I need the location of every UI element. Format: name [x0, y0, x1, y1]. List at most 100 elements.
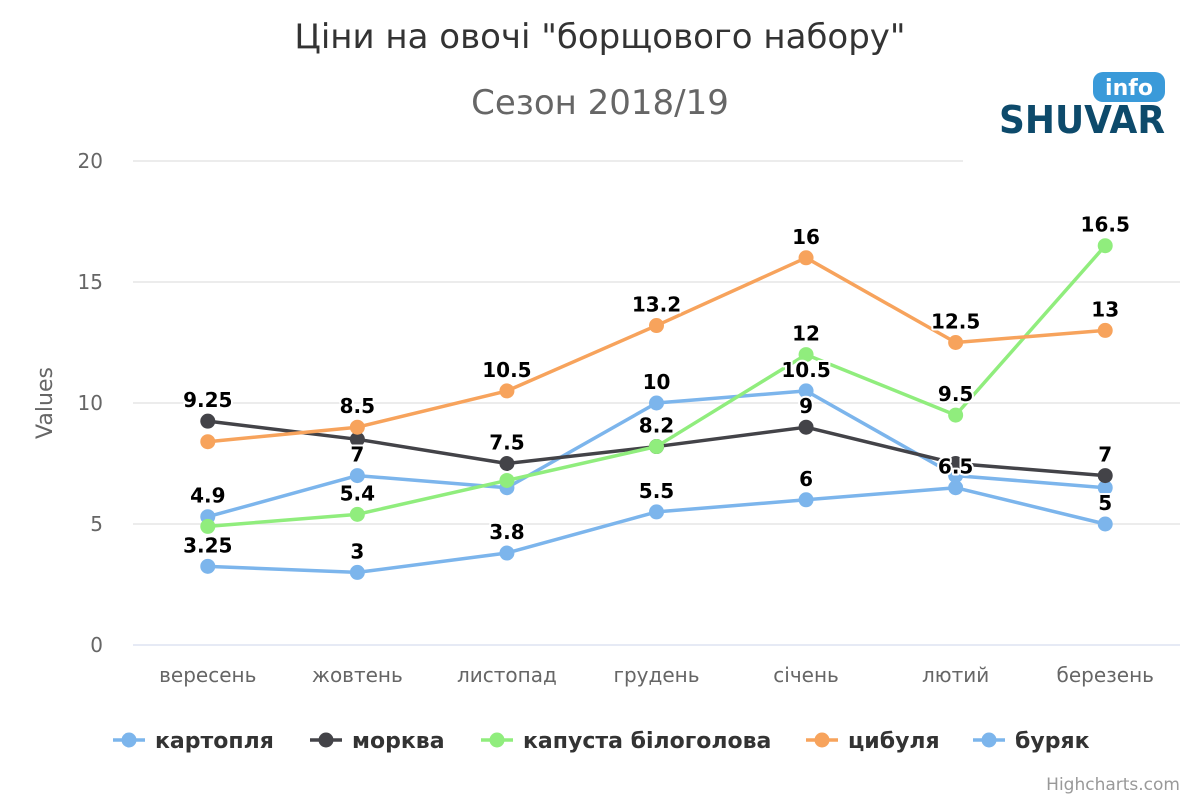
data-label: 12.5 [931, 310, 980, 334]
data-label: 10.5 [781, 358, 830, 382]
data-point[interactable] [499, 383, 515, 399]
legend-marker [318, 732, 334, 748]
data-point[interactable] [798, 347, 814, 363]
legend-item[interactable]: картопля [113, 729, 274, 754]
legend-label: буряк [1015, 729, 1090, 754]
data-label: 7 [350, 443, 364, 467]
data-label: 12 [792, 322, 820, 346]
legend-item[interactable]: капуста білоголова [481, 729, 771, 754]
data-label: 10 [643, 370, 671, 394]
y-tick-label: 15 [78, 270, 103, 294]
shuvar-logo[interactable]: info SHUVAR [999, 72, 1165, 142]
data-label: 9.25 [183, 388, 232, 412]
data-label: 8.2 [639, 414, 674, 438]
y-tick-label: 10 [78, 391, 103, 415]
data-point[interactable] [200, 518, 216, 534]
data-label: 5.4 [340, 481, 375, 505]
x-tick-label: грудень [613, 663, 699, 687]
data-labels: 4.9 7 10 10.5 9.25 7.5 8.2 9 7 5.4 12 9.5 16.5 8.5 10.… [181, 211, 1132, 566]
data-label: 9 [799, 394, 813, 418]
y-tick-label: 0 [90, 633, 103, 657]
data-point[interactable] [499, 545, 515, 561]
legend-item[interactable]: морква [310, 729, 445, 754]
data-label: 5 [1098, 491, 1112, 515]
data-label: 7 [1098, 443, 1112, 467]
x-tick-label: лютий [922, 663, 989, 687]
logo-badge-text: info [1105, 76, 1153, 101]
data-label: 13.2 [632, 293, 681, 317]
data-point[interactable] [948, 468, 964, 484]
data-point[interactable] [798, 383, 814, 399]
legend-label: капуста білоголова [523, 729, 771, 754]
data-point[interactable] [948, 456, 964, 471]
data-label: 7.5 [489, 431, 524, 455]
series-5[interactable] [200, 480, 1113, 580]
data-label: 3.8 [489, 520, 524, 544]
data-label: 6.5 [938, 455, 973, 479]
data-point[interactable] [200, 558, 216, 574]
data-point[interactable] [948, 407, 964, 423]
data-point[interactable] [349, 468, 365, 484]
x-tick-label: вересень [159, 663, 256, 687]
data-point[interactable] [200, 413, 216, 429]
data-point[interactable] [1097, 468, 1113, 484]
data-point[interactable] [798, 250, 814, 266]
data-label: 5.5 [639, 479, 674, 503]
x-tick-label: січень [773, 663, 839, 687]
data-point[interactable] [200, 434, 216, 450]
x-tick-label: листопад [457, 663, 557, 687]
series-3[interactable] [200, 238, 1113, 534]
data-point[interactable] [798, 492, 814, 508]
data-label: 3.25 [183, 533, 232, 557]
logo-text: SHUVAR [999, 98, 1165, 142]
legend: картопля морква капуста білоголова цибуля бу… [113, 729, 1090, 754]
data-point[interactable] [948, 480, 964, 496]
legend-label: цибуля [848, 729, 940, 754]
data-label: 16.5 [1081, 213, 1130, 237]
legend-marker [814, 732, 830, 748]
data-label: 6 [799, 467, 813, 491]
data-label: 9.5 [938, 382, 973, 406]
data-point[interactable] [1097, 480, 1113, 496]
data-point[interactable] [499, 456, 515, 471]
data-point[interactable] [649, 439, 664, 455]
data-point[interactable] [349, 431, 365, 447]
chart-title: Ціни на овочі "борщового набору" [294, 17, 905, 57]
data-point[interactable] [649, 318, 664, 334]
data-label: 3 [350, 539, 364, 563]
data-point[interactable] [1097, 238, 1113, 254]
data-point[interactable] [649, 395, 664, 411]
legend-item[interactable]: буряк [973, 729, 1090, 754]
data-label: 4.9 [190, 484, 225, 508]
y-axis-ticks: 0 5 10 15 20 [78, 149, 103, 657]
legend-item[interactable]: цибуля [806, 729, 940, 754]
data-point[interactable] [349, 419, 365, 435]
data-point[interactable] [1097, 322, 1113, 338]
y-axis-label: Values [33, 367, 58, 439]
series-4[interactable] [200, 250, 1113, 450]
chart-subtitle: Сезон 2018/19 [471, 83, 729, 123]
series-1[interactable] [200, 383, 1113, 525]
logo-badge [1093, 72, 1165, 102]
data-point[interactable] [349, 564, 365, 580]
x-axis-ticks: вересень жовтень листопад грудень січень люти… [159, 663, 1154, 687]
data-point[interactable] [948, 335, 964, 350]
data-point[interactable] [798, 419, 814, 435]
data-point[interactable] [499, 472, 515, 488]
data-label: 10.5 [482, 358, 531, 382]
legend-marker [981, 732, 997, 748]
series-layer [200, 238, 1113, 580]
data-point[interactable] [1097, 516, 1113, 532]
legend-label: морква [352, 729, 445, 754]
legend-marker [489, 732, 505, 748]
data-point[interactable] [649, 504, 664, 520]
y-tick-label: 20 [78, 149, 103, 173]
data-label: 13 [1091, 297, 1119, 321]
credits-link[interactable]: Highcharts.com [1046, 775, 1180, 795]
x-tick-label: березень [1056, 663, 1153, 687]
x-tick-label: жовтень [312, 663, 403, 687]
data-label: 16 [792, 225, 820, 249]
data-point[interactable] [349, 506, 365, 522]
legend-label: картопля [155, 729, 274, 754]
